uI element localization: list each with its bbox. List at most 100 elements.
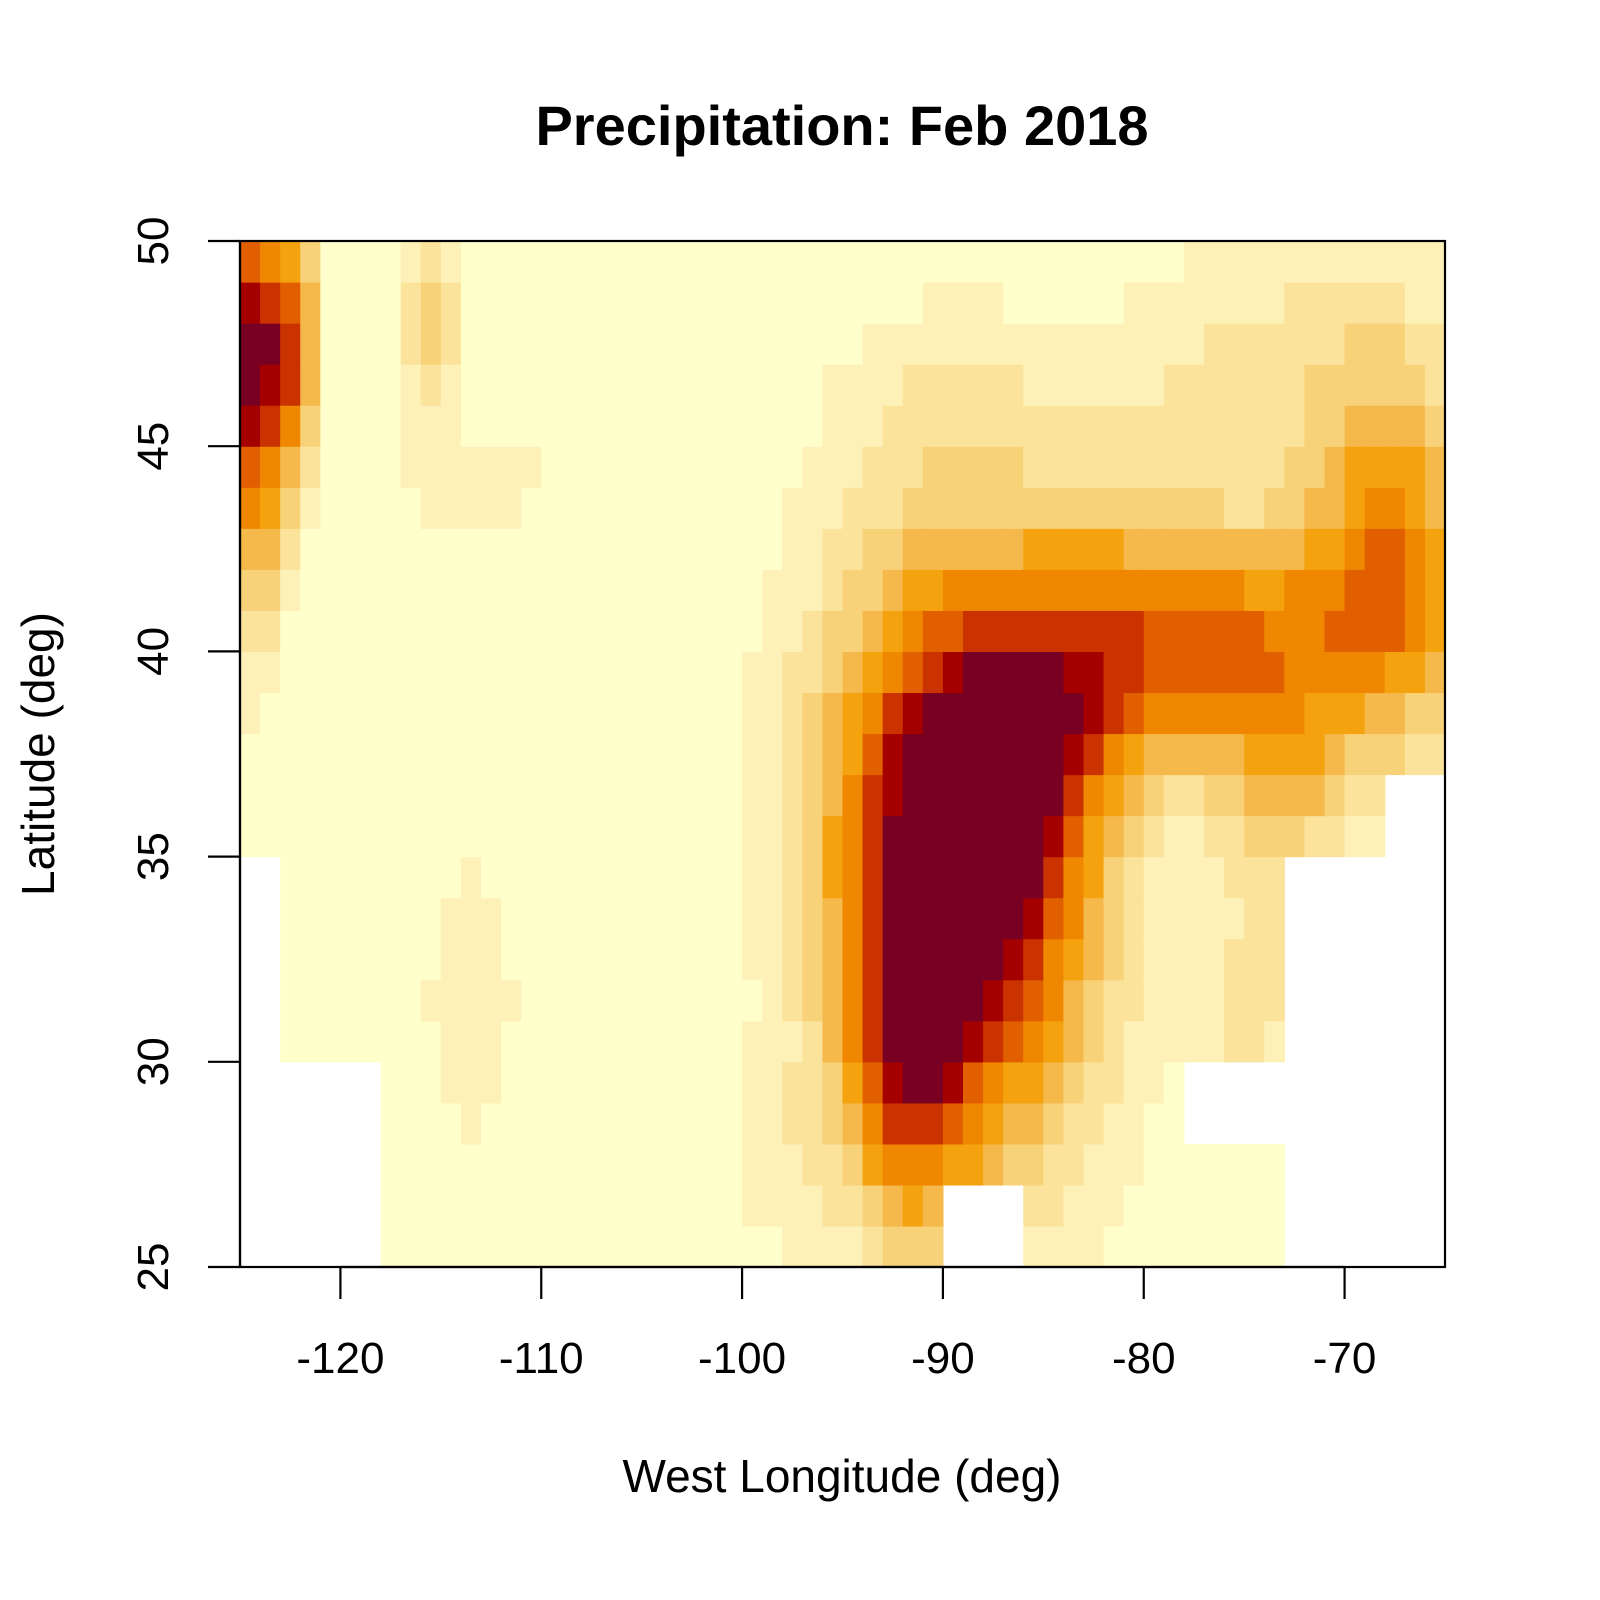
heatmap-cell bbox=[782, 364, 803, 406]
heatmap-cell bbox=[862, 1143, 884, 1186]
heatmap-cell bbox=[1083, 405, 1105, 447]
heatmap-cell bbox=[782, 938, 803, 981]
heatmap-cell bbox=[641, 1143, 663, 1186]
heatmap-cell bbox=[722, 1102, 743, 1145]
heatmap-cell bbox=[842, 1225, 864, 1268]
heatmap-cell bbox=[1244, 487, 1265, 529]
heatmap-cell bbox=[541, 282, 562, 324]
heatmap-cell bbox=[1204, 528, 1225, 570]
heatmap-cell bbox=[1183, 692, 1205, 735]
heatmap-cell bbox=[681, 1184, 703, 1227]
heatmap-cell bbox=[521, 610, 542, 652]
heatmap-cell bbox=[1103, 487, 1125, 529]
heatmap-cell bbox=[1163, 569, 1185, 611]
heatmap-cell bbox=[1244, 1225, 1265, 1268]
heatmap-cell bbox=[641, 692, 663, 735]
heatmap-cell bbox=[701, 282, 723, 324]
heatmap-cell bbox=[1083, 1184, 1105, 1227]
heatmap-cell bbox=[742, 856, 763, 899]
heatmap-cell bbox=[942, 1143, 964, 1186]
heatmap-cell bbox=[440, 528, 462, 570]
heatmap-cell bbox=[963, 692, 984, 735]
heatmap-cell bbox=[1143, 1225, 1165, 1268]
heatmap-cell bbox=[1424, 405, 1446, 447]
heatmap-cell bbox=[882, 241, 904, 283]
heatmap-cell bbox=[440, 897, 462, 940]
heatmap-cell bbox=[581, 405, 603, 447]
heatmap-cell bbox=[420, 241, 442, 283]
heatmap-cell bbox=[862, 282, 884, 324]
heatmap-cell bbox=[882, 1143, 904, 1186]
heatmap-cell bbox=[882, 487, 904, 529]
heatmap-cell bbox=[460, 856, 482, 899]
heatmap-cell bbox=[420, 733, 442, 776]
heatmap-cell bbox=[762, 1102, 783, 1145]
heatmap-cell bbox=[1023, 528, 1044, 570]
heatmap-cell bbox=[802, 446, 824, 488]
heatmap-cell bbox=[400, 1061, 422, 1104]
heatmap-cell bbox=[380, 282, 402, 324]
heatmap-cell bbox=[802, 651, 824, 694]
heatmap-cell bbox=[742, 1020, 763, 1063]
heatmap-cell bbox=[1003, 774, 1024, 817]
heatmap-cell bbox=[1244, 815, 1265, 858]
heatmap-cell bbox=[701, 610, 723, 652]
heatmap-cell bbox=[1023, 364, 1044, 406]
heatmap-cell bbox=[1424, 323, 1446, 365]
heatmap-cell bbox=[842, 692, 864, 735]
heatmap-cell bbox=[541, 569, 562, 611]
heatmap-cell bbox=[762, 405, 783, 447]
heatmap-cell bbox=[942, 487, 964, 529]
heatmap-cell bbox=[320, 323, 342, 365]
heatmap-cell bbox=[902, 1020, 924, 1063]
heatmap-cell bbox=[1304, 815, 1326, 858]
heatmap-cell bbox=[1244, 979, 1265, 1022]
heatmap-cell bbox=[380, 1061, 402, 1104]
heatmap-cell bbox=[641, 1102, 663, 1145]
heatmap-cell bbox=[862, 1184, 884, 1227]
x-tick-label: -80 bbox=[1112, 1334, 1176, 1383]
heatmap-cell bbox=[1244, 610, 1265, 652]
heatmap-cell bbox=[1204, 610, 1225, 652]
heatmap-cell bbox=[681, 446, 703, 488]
heatmap-cell bbox=[742, 610, 763, 652]
heatmap-cell bbox=[240, 487, 261, 529]
heatmap-cell bbox=[360, 979, 382, 1022]
heatmap-cell bbox=[1224, 1020, 1245, 1063]
heatmap-cell bbox=[561, 323, 583, 365]
heatmap-cell bbox=[400, 692, 422, 735]
y-axis-label: Latitude (deg) bbox=[12, 612, 64, 896]
heatmap-cell bbox=[501, 897, 522, 940]
heatmap-cell bbox=[1143, 569, 1165, 611]
heatmap-cell bbox=[1123, 528, 1145, 570]
heatmap-cell bbox=[742, 241, 763, 283]
heatmap-cell bbox=[963, 815, 984, 858]
heatmap-cell bbox=[380, 528, 402, 570]
heatmap-cell bbox=[1003, 856, 1024, 899]
heatmap-cell bbox=[902, 733, 924, 776]
heatmap-cell bbox=[380, 733, 402, 776]
heatmap-cell bbox=[842, 1184, 864, 1227]
heatmap-cell bbox=[922, 897, 944, 940]
heatmap-cell bbox=[681, 856, 703, 899]
heatmap-cell bbox=[1264, 1225, 1285, 1268]
heatmap-cell bbox=[1043, 856, 1065, 899]
heatmap-cell bbox=[742, 282, 763, 324]
heatmap-cell bbox=[320, 528, 342, 570]
heatmap-cell bbox=[260, 569, 281, 611]
heatmap-cell bbox=[1364, 651, 1386, 694]
heatmap-cell bbox=[942, 323, 964, 365]
heatmap-cell bbox=[481, 487, 502, 529]
heatmap-cell bbox=[1003, 1061, 1024, 1104]
heatmap-cell bbox=[862, 610, 884, 652]
heatmap-cell bbox=[501, 487, 522, 529]
heatmap-cell bbox=[722, 528, 743, 570]
heatmap-cell bbox=[963, 938, 984, 981]
heatmap-cell bbox=[922, 487, 944, 529]
heatmap-cell bbox=[882, 1061, 904, 1104]
heatmap-cell bbox=[1324, 651, 1346, 694]
heatmap-cell bbox=[661, 774, 683, 817]
heatmap-cell bbox=[1384, 487, 1406, 529]
heatmap-cell bbox=[862, 856, 884, 899]
heatmap-cell bbox=[280, 774, 301, 817]
